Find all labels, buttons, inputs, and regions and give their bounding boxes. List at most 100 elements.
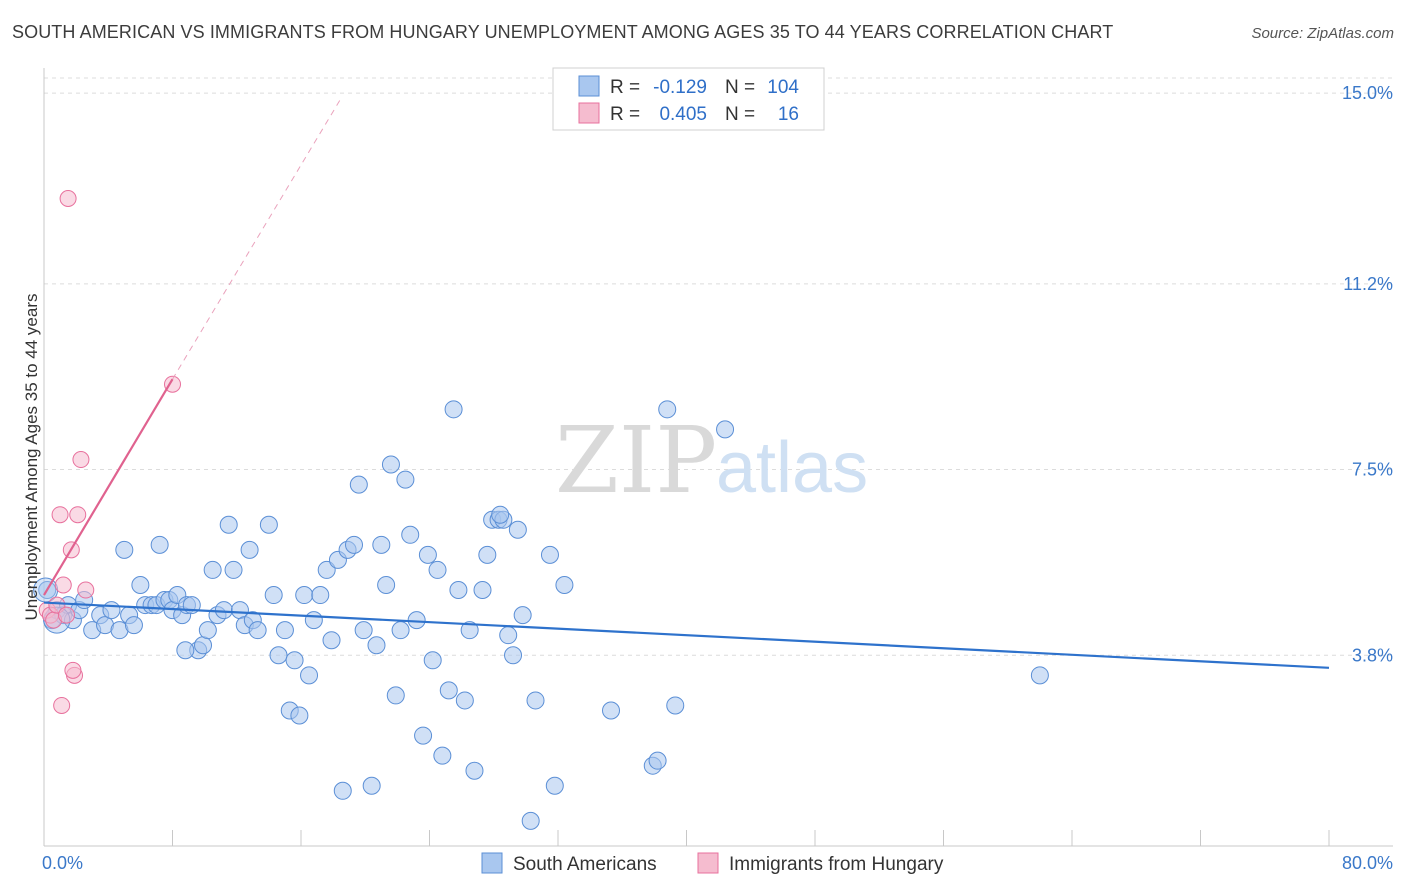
source-credit: Source: ZipAtlas.com — [1251, 25, 1394, 42]
watermark-atlas: atlas — [716, 428, 868, 508]
data-point-south-americans — [214, 601, 233, 620]
legend-blue-n-value: 104 — [767, 77, 799, 98]
data-point-south-americans — [460, 621, 479, 640]
legend-pink-n-value: 16 — [778, 104, 799, 125]
data-point-south-americans — [449, 581, 468, 600]
data-point-south-americans — [439, 681, 458, 700]
data-point-hungary — [72, 451, 90, 469]
data-point-hungary — [57, 606, 75, 624]
data-point-south-americans — [367, 636, 386, 655]
data-point-south-americans — [478, 545, 497, 564]
grid-lines — [44, 77, 1393, 656]
data-point-south-americans — [150, 535, 169, 554]
data-point-south-americans — [540, 545, 559, 564]
data-point-south-americans — [311, 586, 330, 605]
data-point-south-americans — [124, 616, 143, 635]
data-point-south-americans — [362, 776, 381, 795]
legend-pink-n-label: N = — [725, 104, 755, 125]
legend-pink-r-value: 0.405 — [659, 104, 707, 125]
data-point-south-americans — [391, 621, 410, 640]
data-point-south-americans — [131, 575, 150, 594]
data-point-south-americans — [491, 505, 510, 524]
trend-line-south-americans — [43, 601, 1330, 669]
data-point-hungary — [164, 375, 181, 393]
data-point-south-americans — [396, 470, 415, 489]
data-point-south-americans — [526, 691, 545, 710]
data-point-south-americans — [521, 811, 540, 830]
data-point-south-americans — [269, 646, 288, 665]
data-point-south-americans — [666, 696, 685, 715]
data-point-south-americans — [290, 706, 309, 725]
data-point-hungary — [64, 661, 82, 679]
series-legend: South Americans Immigrants from Hungary — [481, 852, 944, 875]
data-point-south-americans — [1030, 666, 1049, 685]
data-point-south-americans — [285, 651, 304, 670]
data-point-south-americans — [545, 776, 564, 795]
y-axis-label: Unemployment Among Ages 35 to 44 years — [22, 294, 41, 621]
data-point-south-americans — [295, 586, 314, 605]
data-point-south-americans — [333, 781, 352, 800]
data-point-south-americans — [264, 586, 283, 605]
data-point-south-americans — [473, 581, 492, 600]
data-point-south-americans — [428, 560, 447, 579]
data-point-south-americans — [219, 515, 238, 534]
x-tick-label-max: 80.0% — [1342, 853, 1393, 873]
data-point-south-americans — [194, 636, 213, 655]
data-point-south-americans — [658, 400, 677, 419]
data-point-south-americans — [240, 540, 259, 559]
data-point-south-americans — [465, 761, 484, 780]
trend-line-hungary — [43, 378, 174, 596]
data-point-south-americans — [322, 631, 341, 650]
x-tick-label-min: 0.0% — [42, 853, 83, 873]
data-point-south-americans — [418, 545, 437, 564]
legend-blue-r-label: R = — [610, 77, 640, 98]
data-point-south-americans — [377, 575, 396, 594]
y-tick-label: 11.2% — [1343, 274, 1393, 294]
data-point-south-americans — [248, 621, 267, 640]
data-point-south-americans — [386, 686, 405, 705]
data-point-south-americans — [555, 575, 574, 594]
data-point-south-americans — [372, 535, 391, 554]
data-point-south-americans — [176, 641, 195, 660]
chart-title: SOUTH AMERICAN VS IMMIGRANTS FROM HUNGAR… — [12, 22, 1114, 42]
data-point-south-americans — [300, 666, 319, 685]
data-point-south-americans — [115, 540, 134, 559]
hungary-points — [38, 190, 181, 714]
data-point-hungary — [54, 576, 72, 594]
data-point-south-americans — [102, 601, 121, 620]
y-tick-label: 15.0% — [1342, 83, 1393, 103]
data-point-south-americans — [716, 420, 735, 439]
data-point-south-americans — [275, 621, 294, 640]
watermark-zip: ZIP — [555, 407, 717, 514]
data-point-south-americans — [354, 621, 373, 640]
legend-blue-r-value: -0.129 — [653, 77, 707, 98]
data-point-south-americans — [499, 626, 518, 645]
legend-south-americans-label[interactable]: South Americans — [513, 854, 657, 875]
legend-hungary-swatch[interactable] — [697, 852, 719, 874]
data-point-south-americans — [444, 400, 463, 419]
data-point-south-americans — [433, 746, 452, 765]
trend-extension-hungary — [172, 97, 342, 380]
south-americans-points — [33, 400, 1049, 830]
data-point-hungary — [53, 696, 71, 714]
data-point-hungary — [69, 506, 87, 524]
y-tick-label: 7.5% — [1352, 460, 1393, 480]
data-point-south-americans — [513, 606, 532, 625]
data-point-south-americans — [203, 560, 222, 579]
data-point-south-americans — [508, 520, 527, 539]
data-point-south-americans — [504, 646, 523, 665]
data-point-south-americans — [455, 691, 474, 710]
data-point-south-americans — [224, 560, 243, 579]
data-point-south-americans — [381, 455, 400, 474]
legend-hungary-label[interactable]: Immigrants from Hungary — [729, 854, 944, 875]
legend-south-americans-swatch[interactable] — [481, 852, 503, 874]
data-point-hungary — [59, 190, 77, 208]
data-point-south-americans — [304, 611, 323, 630]
trend-lines — [43, 97, 1330, 669]
data-point-south-americans — [648, 751, 667, 770]
data-point-south-americans — [317, 560, 336, 579]
data-point-south-americans — [401, 525, 420, 544]
data-point-south-americans — [345, 535, 364, 554]
legend-pink-r-label: R = — [610, 104, 640, 125]
